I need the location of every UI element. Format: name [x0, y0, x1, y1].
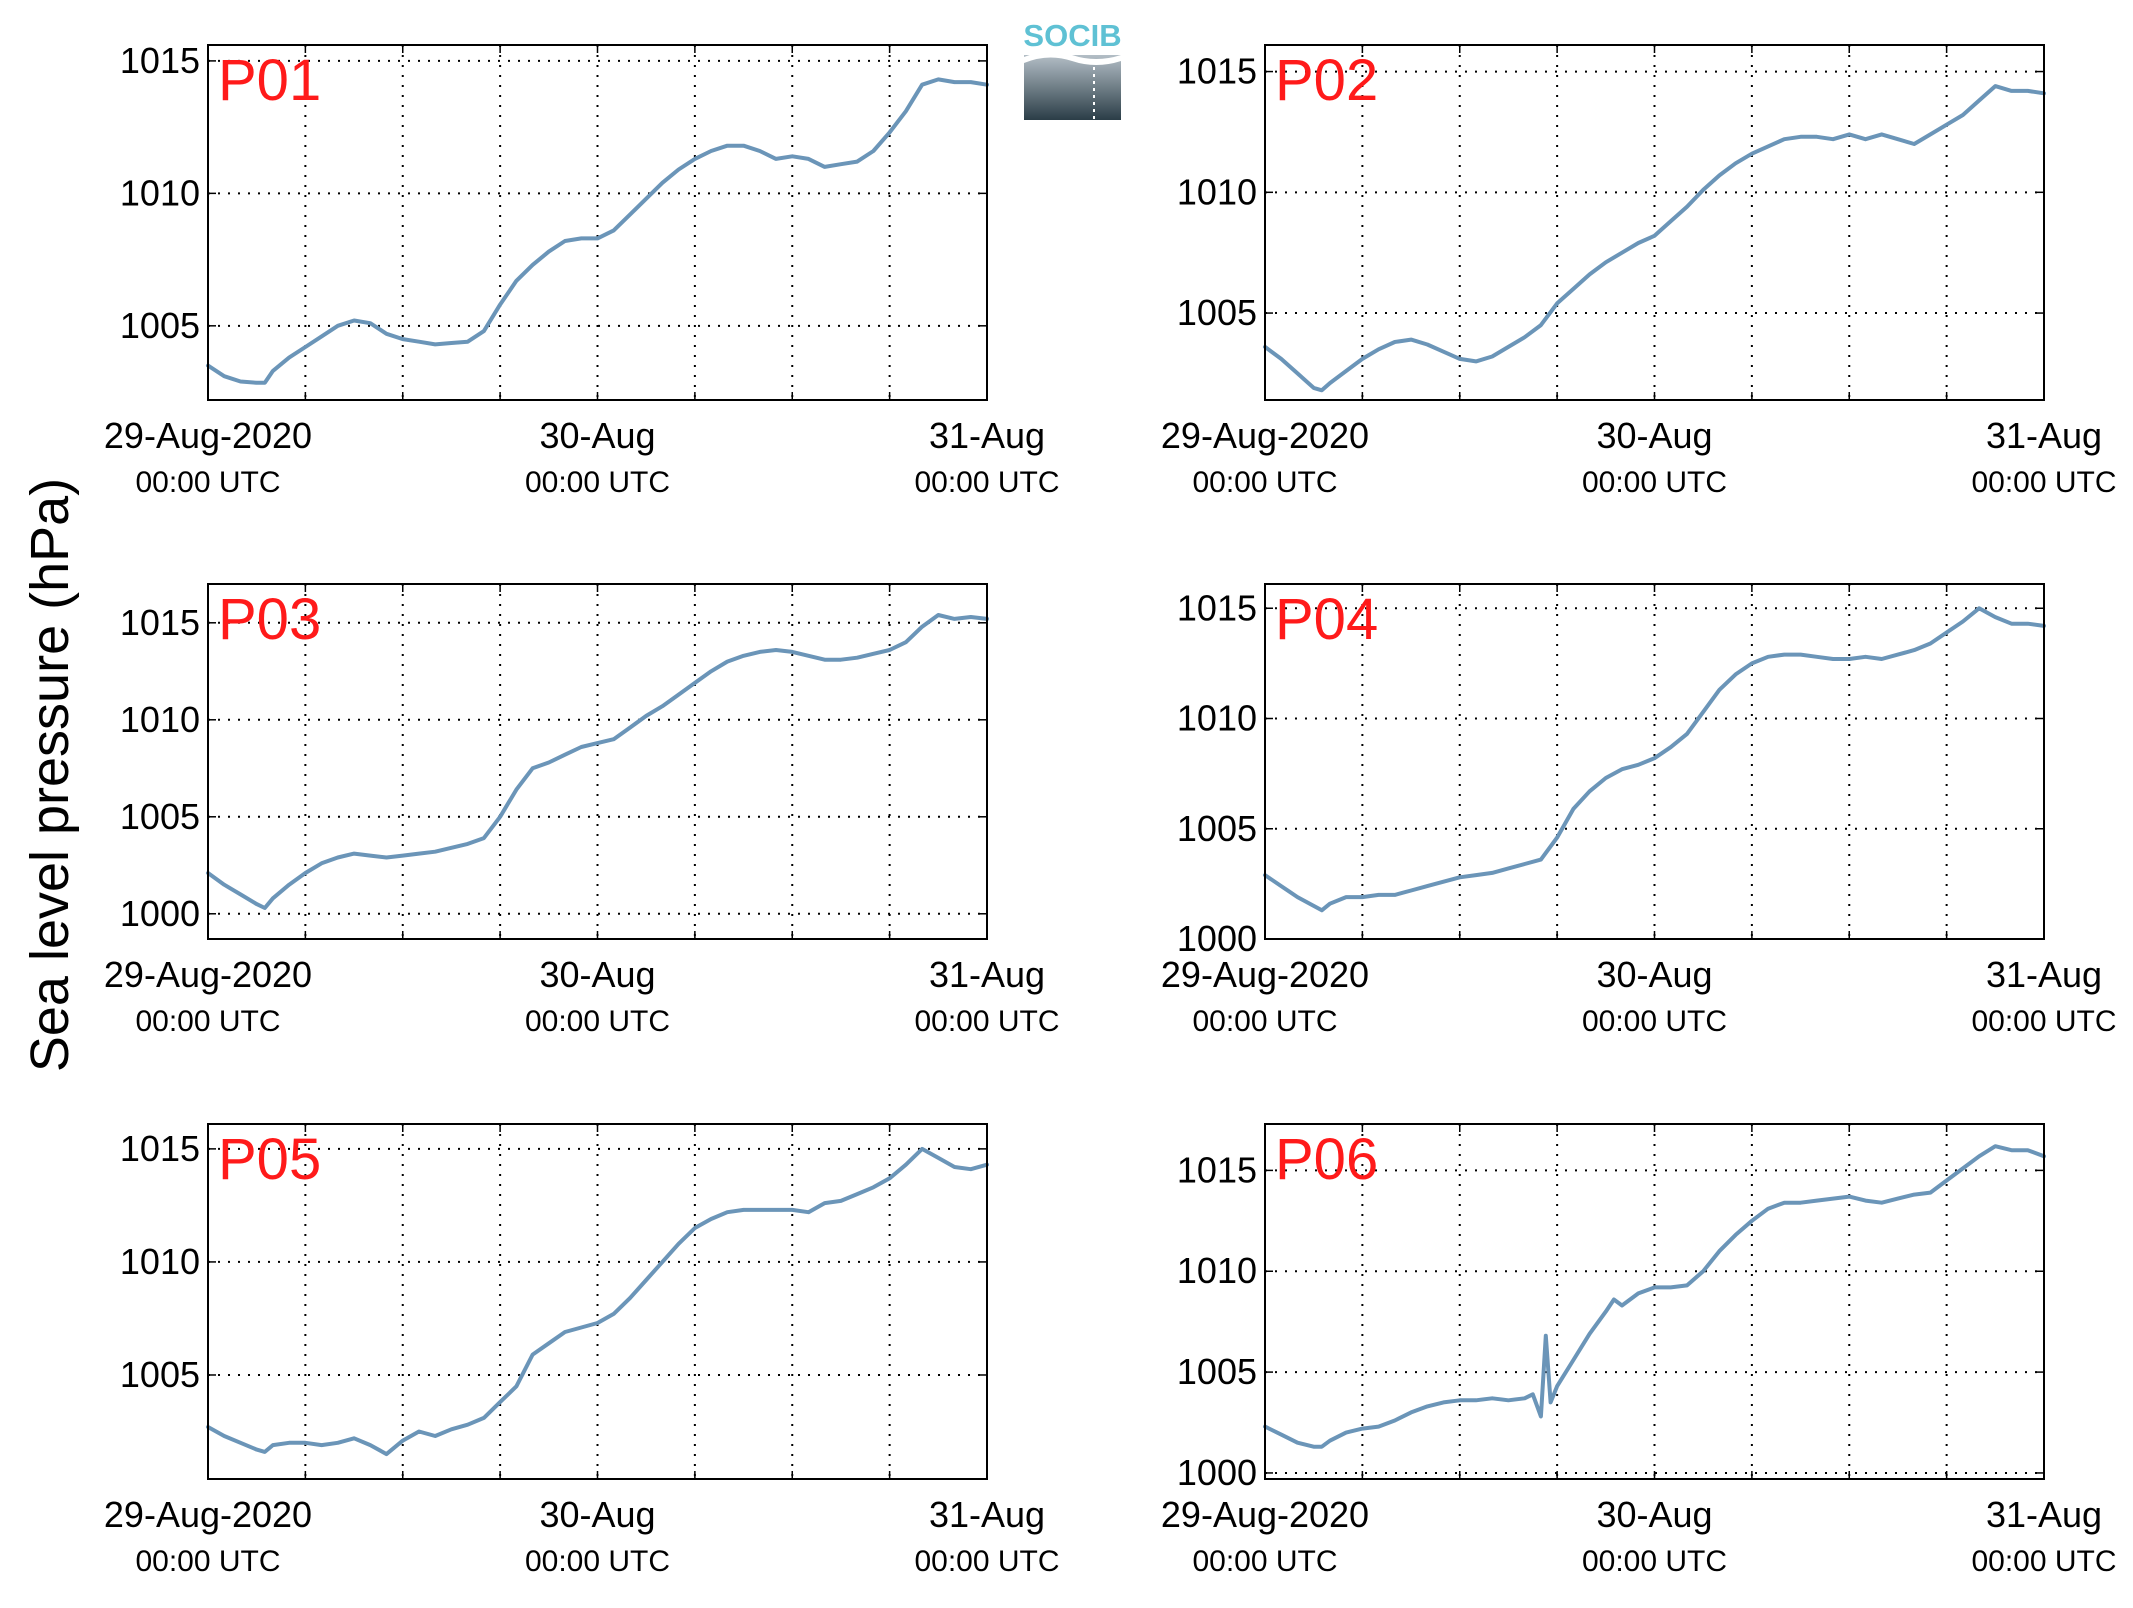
pressure-series-line [1263, 84, 2046, 393]
y-tick-label: 1015 [120, 1128, 200, 1169]
x-tick-sublabel: 00:00 UTC [914, 1005, 1059, 1038]
x-tick-label: 30-Aug [539, 1494, 655, 1535]
x-tick-sublabel: 00:00 UTC [1192, 1005, 1337, 1038]
y-tick-label: 1000 [1177, 918, 1257, 959]
axes-frame [1264, 1123, 2045, 1480]
x-tick-label: 30-Aug [539, 415, 655, 456]
x-tick-sublabel: 00:00 UTC [1582, 466, 1727, 499]
y-tick-label: 1005 [120, 796, 200, 837]
y-tick-label: 1010 [1177, 698, 1257, 739]
y-tick-label: 1000 [1177, 1452, 1257, 1493]
x-tick-label: 31-Aug [1986, 415, 2102, 456]
x-tick-label: 29-Aug-2020 [1161, 415, 1369, 456]
x-tick-label: 29-Aug-2020 [104, 1494, 312, 1535]
x-tick-sublabel: 00:00 UTC [525, 466, 670, 499]
y-tick-label: 1015 [120, 602, 200, 643]
pressure-series-line [206, 613, 989, 910]
axes-frame [1264, 583, 2045, 940]
x-tick-label: 30-Aug [1596, 1494, 1712, 1535]
x-tick-label: 31-Aug [929, 954, 1045, 995]
x-tick-label: 31-Aug [929, 415, 1045, 456]
axes-frame [207, 44, 988, 401]
logo-text: SOCIB [1023, 18, 1121, 53]
panel-label: P01 [218, 48, 321, 113]
axes-frame [207, 1123, 988, 1480]
y-tick-label: 1010 [1177, 1250, 1257, 1291]
logo-wave [1024, 51, 1121, 65]
pressure-series-line [1263, 606, 2046, 913]
y-tick-label: 1015 [1177, 51, 1257, 92]
panel-label: P03 [218, 587, 321, 652]
panel-p02: 1005 1010 1015 29-Aug-2020 00:00 UTC 30-Aug 00… [1161, 44, 2117, 499]
panel-label: P02 [1275, 48, 1378, 113]
y-tick-label: 1010 [1177, 171, 1257, 212]
y-tick-label: 1015 [1177, 1149, 1257, 1190]
pressure-series-line [206, 77, 989, 385]
y-tick-label: 1005 [120, 305, 200, 346]
x-tick-sublabel: 00:00 UTC [135, 1005, 280, 1038]
y-tick-label: 1010 [120, 172, 200, 213]
x-tick-sublabel: 00:00 UTC [525, 1545, 670, 1578]
y-tick-label: 1005 [1177, 292, 1257, 333]
y-tick-label: 1015 [1177, 587, 1257, 628]
x-tick-label: 29-Aug-2020 [104, 954, 312, 995]
y-tick-label: 1005 [120, 1354, 200, 1395]
x-tick-sublabel: 00:00 UTC [1971, 1545, 2116, 1578]
x-tick-sublabel: 00:00 UTC [1971, 1005, 2116, 1038]
panel-label: P04 [1275, 587, 1378, 652]
x-tick-label: 31-Aug [1986, 954, 2102, 995]
panel-p01: 1005 1010 1015 29-Aug-2020 00:00 UTC 30-Aug 00… [104, 40, 1060, 499]
x-tick-sublabel: 00:00 UTC [1582, 1545, 1727, 1578]
x-tick-label: 29-Aug-2020 [1161, 954, 1369, 995]
x-tick-label: 30-Aug [1596, 415, 1712, 456]
y-tick-label: 1015 [120, 40, 200, 81]
x-tick-sublabel: 00:00 UTC [914, 1545, 1059, 1578]
axes-frame [1264, 44, 2045, 401]
y-tick-label: 1005 [1177, 808, 1257, 849]
axes-frame [207, 583, 988, 940]
x-tick-label: 29-Aug-2020 [1161, 1494, 1369, 1535]
y-tick-label: 1005 [1177, 1351, 1257, 1392]
panel-p04: 1000 1005 1010 1015 29-Aug-2020 00:00 UTC 30-A… [1161, 583, 2117, 1038]
x-tick-label: 31-Aug [1986, 1494, 2102, 1535]
x-tick-label: 30-Aug [539, 954, 655, 995]
panel-p03: 1000 1005 1010 1015 29-Aug-2020 00:00 UTC 30-A… [104, 583, 1060, 1038]
x-tick-sublabel: 00:00 UTC [914, 466, 1059, 499]
panel-label: P06 [1275, 1127, 1378, 1192]
y-tick-label: 1010 [120, 1241, 200, 1282]
x-tick-label: 29-Aug-2020 [104, 415, 312, 456]
y-tick-label: 1000 [120, 893, 200, 934]
pressure-series-line [206, 1146, 989, 1457]
x-tick-label: 31-Aug [929, 1494, 1045, 1535]
x-tick-sublabel: 00:00 UTC [525, 1005, 670, 1038]
logo-water-block [1024, 55, 1121, 120]
x-tick-label: 30-Aug [1596, 954, 1712, 995]
y-axis-label: Sea level pressure (hPa) [20, 478, 80, 1072]
pressure-series-line [1263, 1144, 2046, 1449]
x-tick-sublabel: 00:00 UTC [1582, 1005, 1727, 1038]
y-tick-label: 1010 [120, 699, 200, 740]
socib-logo: SOCIB [1023, 18, 1122, 120]
x-tick-sublabel: 00:00 UTC [135, 466, 280, 499]
panel-p05: 1005 1010 1015 29-Aug-2020 00:00 UTC 30-Aug 00… [104, 1123, 1060, 1578]
x-tick-sublabel: 00:00 UTC [135, 1545, 280, 1578]
x-tick-sublabel: 00:00 UTC [1192, 1545, 1337, 1578]
panel-label: P05 [218, 1127, 321, 1192]
x-tick-sublabel: 00:00 UTC [1971, 466, 2116, 499]
x-tick-sublabel: 00:00 UTC [1192, 466, 1337, 499]
panel-p06: 1000 1005 1010 1015 29-Aug-2020 00:00 UTC 30-A… [1161, 1123, 2117, 1578]
